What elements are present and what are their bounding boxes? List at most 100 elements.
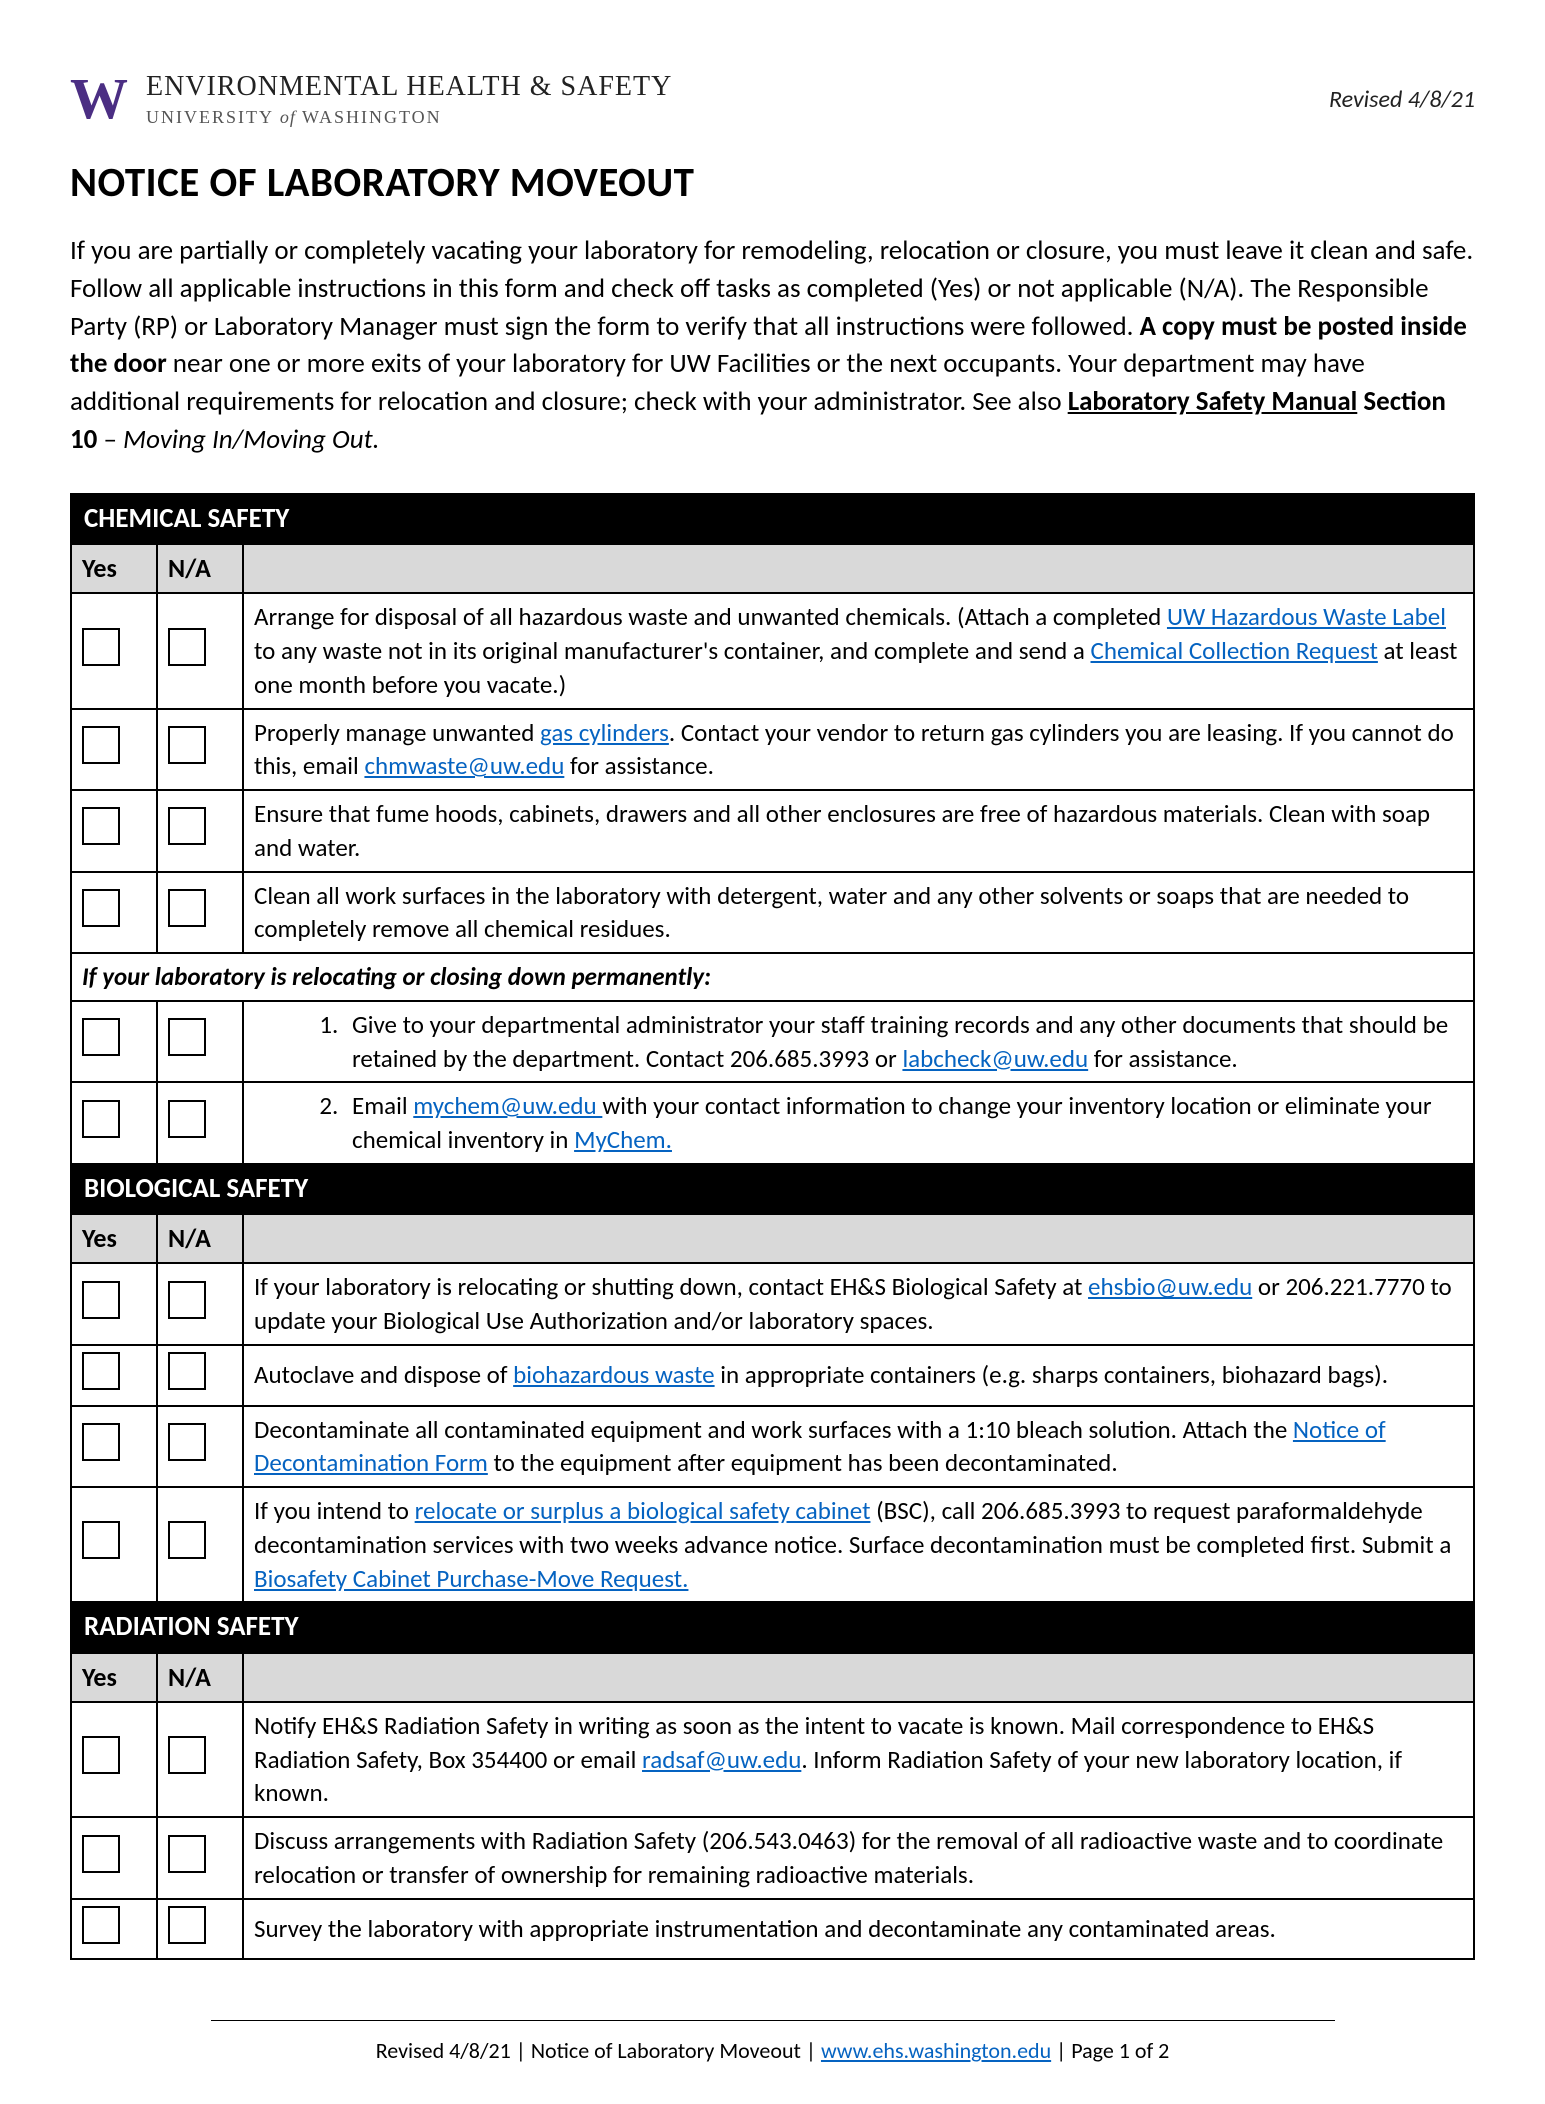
text: to any waste not in its original manufac… (254, 635, 1091, 666)
section-radiation-header: RADIATION SAFETY (71, 1602, 1474, 1652)
checkbox-na[interactable] (168, 1835, 206, 1873)
uw-logo: W (70, 70, 128, 128)
checkbox-yes[interactable] (82, 628, 120, 666)
checkbox-na[interactable] (168, 1352, 206, 1390)
table-row: Notify EH&S Radiation Safety in writing … (71, 1702, 1474, 1817)
link-gas-cylinders[interactable]: gas cylinders (540, 717, 669, 748)
table-row: If your laboratory is relocating or shut… (71, 1263, 1474, 1345)
table-row: Properly manage unwanted gas cylinders. … (71, 709, 1474, 791)
table-row: Discuss arrangements with Radiation Safe… (71, 1817, 1474, 1899)
dept-sub-pre: UNIVERSITY (146, 107, 280, 127)
checkbox-yes[interactable] (82, 1906, 120, 1944)
page-title: NOTICE OF LABORATORY MOVEOUT (70, 158, 1475, 208)
checkbox-yes[interactable] (82, 807, 120, 845)
link-mychem-email[interactable]: mychem@uw.edu (413, 1090, 602, 1121)
checkbox-na[interactable] (168, 1100, 206, 1138)
col-header-chemical: Yes N/A (71, 544, 1474, 593)
checklist-table: CHEMICAL SAFETY Yes N/A Arrange for disp… (70, 493, 1475, 1961)
link-hazwaste-label[interactable]: UW Hazardous Waste Label (1167, 601, 1446, 632)
col-na: N/A (157, 544, 243, 593)
col-na: N/A (157, 1214, 243, 1263)
link-biohazardous-waste[interactable]: biohazardous waste (513, 1359, 714, 1390)
checkbox-yes[interactable] (82, 1100, 120, 1138)
text: Decontaminate all contaminated equipment… (254, 1414, 1293, 1445)
link-labcheck-email[interactable]: labcheck@uw.edu (902, 1043, 1088, 1074)
col-header-radiation: Yes N/A (71, 1653, 1474, 1702)
col-blank (243, 544, 1474, 593)
row-text: Arrange for disposal of all hazardous wa… (243, 593, 1474, 708)
row-text: Survey the laboratory with appropriate i… (243, 1899, 1474, 1960)
checkbox-na[interactable] (168, 1906, 206, 1944)
link-chmwaste-email[interactable]: chmwaste@uw.edu (364, 750, 564, 781)
col-yes: Yes (71, 1653, 157, 1702)
link-bsc-relocate[interactable]: relocate or surplus a biological safety … (415, 1495, 871, 1526)
section-biological-header: BIOLOGICAL SAFETY (71, 1164, 1474, 1214)
col-blank (243, 1653, 1474, 1702)
col-yes: Yes (71, 544, 157, 593)
intro-link-bold: Laboratory Safety Manual (1068, 385, 1358, 418)
dept-block: ENVIRONMENTAL HEALTH & SAFETY UNIVERSITY… (146, 71, 672, 128)
table-row: Survey the laboratory with appropriate i… (71, 1899, 1474, 1960)
checkbox-na[interactable] (168, 1521, 206, 1559)
page-footer: Revised 4/8/21 | Notice of Laboratory Mo… (211, 2020, 1335, 2064)
checkbox-na[interactable] (168, 1018, 206, 1056)
section-chemical-title: CHEMICAL SAFETY (71, 494, 1474, 544)
checkbox-yes[interactable] (82, 1521, 120, 1559)
checkbox-yes[interactable] (82, 726, 120, 764)
text: to the equipment after equipment has bee… (488, 1447, 1118, 1478)
dept-main: ENVIRONMENTAL HEALTH & SAFETY (146, 71, 672, 103)
chemical-subnote-text: If your laboratory is relocating or clos… (71, 953, 1474, 1001)
table-row: Autoclave and dispose of biohazardous wa… (71, 1345, 1474, 1406)
footer-link[interactable]: www.ehs.washington.edu (821, 2037, 1051, 2064)
page: W ENVIRONMENTAL HEALTH & SAFETY UNIVERSI… (0, 0, 1545, 2104)
intro-italic-tail: Moving In/Moving Out. (123, 423, 379, 456)
link-ehsbio-email[interactable]: ehsbio@uw.edu (1088, 1271, 1252, 1302)
row-text: Clean all work surfaces in the laborator… (243, 872, 1474, 954)
intro-paragraph: If you are partially or completely vacat… (70, 232, 1475, 459)
row-text: Decontaminate all contaminated equipment… (243, 1406, 1474, 1488)
text: If your laboratory is relocating or shut… (254, 1271, 1088, 1302)
link-mychem[interactable]: MyChem. (574, 1124, 672, 1155)
dept-sub: UNIVERSITY of WASHINGTON (146, 107, 672, 128)
row-text: If you intend to relocate or surplus a b… (243, 1487, 1474, 1602)
link-radsaf-email[interactable]: radsaf@uw.edu (642, 1744, 801, 1775)
table-row: If you intend to relocate or surplus a b… (71, 1487, 1474, 1602)
intro-part3: – (97, 423, 123, 456)
row-text: If your laboratory is relocating or shut… (243, 1263, 1474, 1345)
col-yes: Yes (71, 1214, 157, 1263)
text: for assistance. (1088, 1043, 1238, 1074)
text: Autoclave and dispose of (254, 1359, 513, 1390)
checkbox-na[interactable] (168, 1423, 206, 1461)
row-text: Notify EH&S Radiation Safety in writing … (243, 1702, 1474, 1817)
table-row: Arrange for disposal of all hazardous wa… (71, 593, 1474, 708)
footer-pre: Revised 4/8/21 | Notice of Laboratory Mo… (376, 2037, 821, 2064)
table-row: Ensure that fume hoods, cabinets, drawer… (71, 790, 1474, 872)
dept-sub-of: of (280, 107, 296, 127)
text: If you intend to (254, 1495, 415, 1526)
text: Give to your departmental administrator … (352, 1009, 1448, 1074)
checkbox-yes[interactable] (82, 1281, 120, 1319)
checkbox-yes[interactable] (82, 1018, 120, 1056)
checkbox-na[interactable] (168, 726, 206, 764)
checkbox-na[interactable] (168, 889, 206, 927)
row-text: Discuss arrangements with Radiation Safe… (243, 1817, 1474, 1899)
revised-date: Revised 4/8/21 (1329, 85, 1475, 114)
checkbox-yes[interactable] (82, 1736, 120, 1774)
checkbox-yes[interactable] (82, 1835, 120, 1873)
checkbox-yes[interactable] (82, 889, 120, 927)
text: in appropriate containers (e.g. sharps c… (715, 1359, 1388, 1390)
text: for assistance. (564, 750, 714, 781)
link-bsc-request[interactable]: Biosafety Cabinet Purchase-Move Request. (254, 1563, 688, 1594)
section-biological-title: BIOLOGICAL SAFETY (71, 1164, 1474, 1214)
row-text: Ensure that fume hoods, cabinets, drawer… (243, 790, 1474, 872)
text: Email (352, 1090, 413, 1121)
checkbox-yes[interactable] (82, 1352, 120, 1390)
checkbox-na[interactable] (168, 628, 206, 666)
checkbox-na[interactable] (168, 1736, 206, 1774)
checkbox-yes[interactable] (82, 1423, 120, 1461)
link-chem-collection[interactable]: Chemical Collection Request (1091, 635, 1378, 666)
checkbox-na[interactable] (168, 807, 206, 845)
checkbox-na[interactable] (168, 1281, 206, 1319)
col-na: N/A (157, 1653, 243, 1702)
logo-block: W ENVIRONMENTAL HEALTH & SAFETY UNIVERSI… (70, 70, 672, 128)
